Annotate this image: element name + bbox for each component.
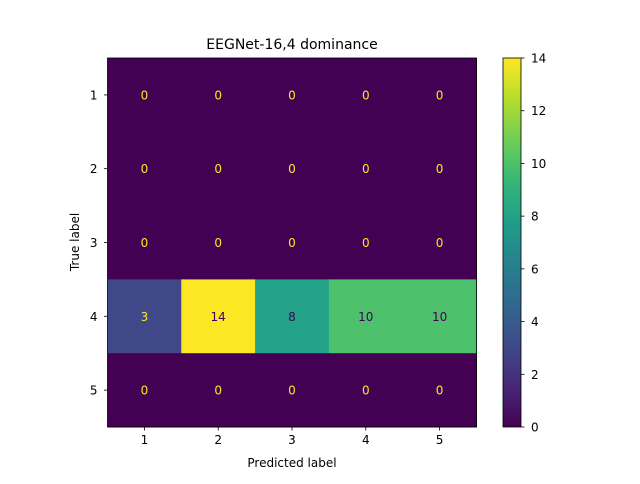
x-tick-label: 4	[362, 433, 370, 447]
cell-value-label: 0	[288, 236, 296, 250]
cell-value-label: 0	[288, 162, 296, 176]
cell-value-label: 3	[141, 310, 149, 324]
colorbar-tick-label: 4	[531, 315, 539, 329]
cell-value-label: 0	[288, 384, 296, 398]
colorbar-bar	[502, 57, 522, 428]
cell-value-label: 0	[141, 236, 149, 250]
heatmap-cell	[328, 131, 404, 207]
heatmap-cell	[255, 131, 330, 207]
cell-value-label: 0	[214, 384, 222, 398]
cell-value-label: 0	[436, 162, 444, 176]
colorbar: 0 2 4 6 8 10 12 14	[502, 52, 546, 435]
colorbar-tick-label: 0	[531, 421, 539, 435]
heatmap-cell	[328, 205, 404, 280]
cell-value-label: 14	[211, 310, 226, 324]
heatmap-cell	[107, 58, 182, 133]
cell-value-label: 0	[141, 384, 149, 398]
x-axis-label: Predicted label	[247, 456, 336, 470]
colorbar-tick-label: 14	[531, 52, 546, 66]
heatmap-cell	[328, 353, 404, 428]
y-axis: 1 2 3 4 5	[90, 88, 108, 398]
heatmap-cell	[402, 131, 477, 207]
heatmap-cell	[107, 353, 182, 428]
heatmap-cell	[328, 58, 404, 133]
x-tick-label: 3	[288, 433, 296, 447]
cell-value-label: 0	[362, 88, 370, 102]
cell-value-label: 8	[288, 310, 296, 324]
x-tick-label: 2	[214, 433, 222, 447]
heatmap-cell	[402, 279, 477, 354]
cell-value-label: 0	[214, 88, 222, 102]
heatmap-cell	[107, 279, 182, 354]
heatmap-cell	[107, 131, 182, 207]
cell-value-label: 0	[362, 384, 370, 398]
cell-value-label: 0	[288, 88, 296, 102]
heatmap-cell	[402, 205, 477, 280]
cell-value-label: 0	[362, 162, 370, 176]
heatmap-cell	[181, 131, 256, 207]
heatmap-cell	[107, 205, 182, 280]
cell-value-label: 0	[214, 162, 222, 176]
heatmap-cell	[402, 353, 477, 428]
cell-value-label: 0	[436, 236, 444, 250]
cell-value-label: 0	[436, 88, 444, 102]
colorbar-tick-label: 8	[531, 210, 539, 224]
y-tick-label: 4	[90, 310, 98, 324]
x-axis: 1 2 3 4 5	[141, 427, 444, 447]
colorbar-tick-label: 10	[531, 157, 546, 171]
heatmap-cells: 0 0 0 0 0 0 0 0 0 0 0 0 0 0 0 3 14 8 10 10 0 0 0 0 0	[107, 57, 477, 428]
heatmap-cell	[328, 279, 404, 354]
heatmap-cell	[402, 58, 477, 133]
heatmap-cell	[255, 205, 330, 280]
cell-value-label: 0	[436, 384, 444, 398]
cell-value-label: 0	[141, 88, 149, 102]
heatmap-cell	[181, 279, 256, 354]
heatmap-cell	[181, 205, 256, 280]
cell-value-label: 10	[432, 310, 447, 324]
chart-title: EEGNet-16,4 dominance	[206, 37, 377, 53]
colorbar-tick-label: 12	[531, 104, 546, 118]
y-tick-label: 2	[90, 162, 98, 176]
heatmap-cell	[255, 279, 330, 354]
colorbar-tick-label: 6	[531, 262, 539, 276]
y-axis-label: True label	[68, 213, 82, 272]
colorbar-tick-label: 2	[531, 368, 539, 382]
heatmap-cell	[181, 353, 256, 428]
heatmap-cell	[181, 58, 256, 133]
cell-value-label: 10	[358, 310, 373, 324]
cell-value-label: 0	[141, 162, 149, 176]
cell-value-label: 0	[214, 236, 222, 250]
y-tick-label: 1	[90, 88, 98, 102]
heatmap-cell	[255, 353, 330, 428]
x-tick-label: 1	[141, 433, 149, 447]
y-tick-label: 3	[90, 236, 98, 250]
x-tick-label: 5	[436, 433, 444, 447]
cell-value-label: 0	[362, 236, 370, 250]
heatmap-cell	[255, 58, 330, 133]
y-tick-label: 5	[90, 384, 98, 398]
